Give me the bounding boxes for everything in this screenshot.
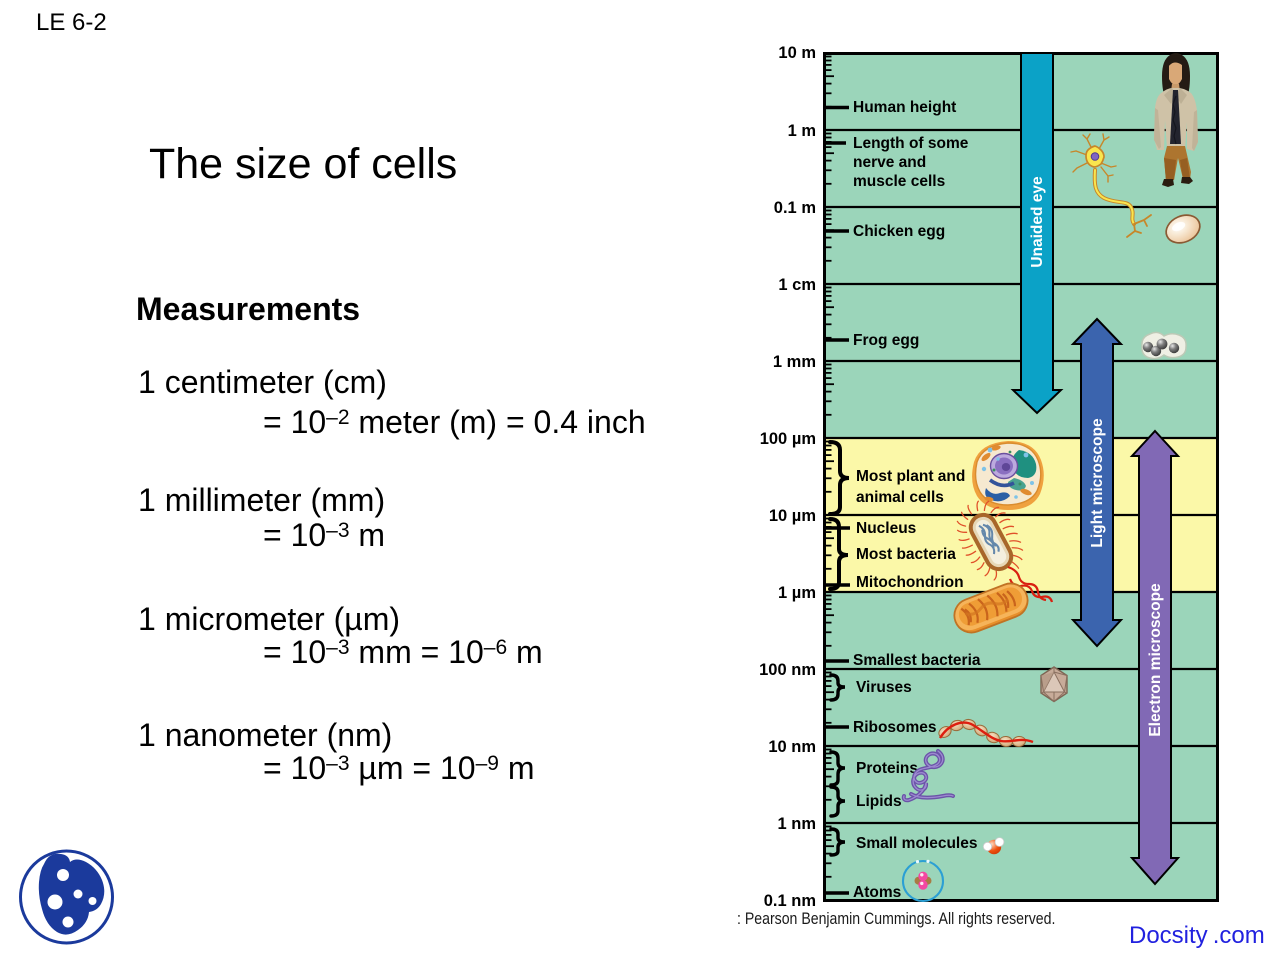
svg-text:Length of some: Length of some	[853, 135, 969, 152]
svg-text:Lipids: Lipids	[856, 793, 902, 810]
svg-text:1 mm: 1 mm	[773, 353, 816, 371]
svg-text:Most plant and: Most plant and	[856, 468, 965, 485]
svg-text:Atoms: Atoms	[853, 884, 901, 901]
svg-text:Human height: Human height	[853, 99, 956, 116]
svg-text:Viruses: Viruses	[856, 679, 912, 696]
svg-text:10 m: 10 m	[778, 44, 816, 62]
svg-text:Mitochondrion: Mitochondrion	[856, 574, 964, 591]
svg-text:Smallest bacteria: Smallest bacteria	[853, 652, 981, 669]
svg-text:Unaided eye: Unaided eye	[1029, 176, 1046, 268]
svg-text:1 nm: 1 nm	[777, 815, 816, 833]
svg-text:10 nm: 10 nm	[768, 738, 816, 756]
svg-text:10 µm: 10 µm	[769, 507, 816, 525]
svg-text:nerve and: nerve and	[853, 154, 926, 171]
svg-text:Electron microscope: Electron microscope	[1147, 583, 1164, 737]
svg-text:Frog egg: Frog egg	[853, 332, 919, 349]
svg-text:muscle cells: muscle cells	[853, 173, 945, 190]
svg-text:0.1 m: 0.1 m	[774, 199, 816, 217]
svg-text:1 m: 1 m	[788, 122, 816, 140]
svg-text:100 nm: 100 nm	[759, 661, 816, 679]
svg-text:1 µm: 1 µm	[778, 584, 816, 602]
svg-text:0.1 nm: 0.1 nm	[764, 892, 816, 910]
svg-text:Chicken egg: Chicken egg	[853, 223, 945, 240]
svg-text:Small molecules: Small molecules	[856, 835, 977, 852]
svg-text:Proteins: Proteins	[856, 760, 918, 777]
svg-text:animal cells: animal cells	[856, 489, 944, 506]
svg-text:Ribosomes: Ribosomes	[853, 719, 937, 736]
svg-text:Nucleus: Nucleus	[856, 520, 916, 537]
svg-text:Light microscope: Light microscope	[1089, 418, 1106, 548]
svg-text:100 µm: 100 µm	[760, 430, 816, 448]
svg-text:Most bacteria: Most bacteria	[856, 546, 956, 563]
svg-text:1 cm: 1 cm	[778, 276, 816, 294]
